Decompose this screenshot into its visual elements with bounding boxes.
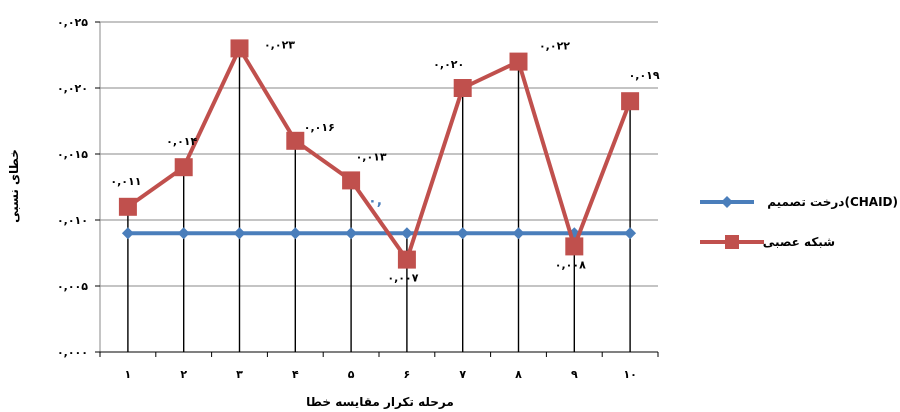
data-point [509, 52, 528, 71]
y-tick-label: ۰,۰۱۰ [57, 214, 88, 227]
data-label: ۰,۰۱۴ [166, 135, 197, 148]
x-axis-tick-labels: ۱ ۲ ۳ ۴ ۵ ۶ ۷ ۸ ۹ ۱۰ [125, 368, 637, 381]
legend-item-chaid: درخت تصمیم(CHAID) [700, 195, 898, 209]
data-point [512, 227, 525, 240]
legend-label-nn: شبکه عصبی [763, 235, 835, 249]
y-axis-tick-labels: ۰,۰۰۰ ۰,۰۰۵ ۰,۰۱۰ ۰,۰۱۵ ۰,۰۲۰ ۰,۰۲۵ [57, 16, 100, 359]
data-point [621, 92, 640, 111]
data-point [453, 79, 472, 97]
x-tick-label: ۷ [459, 368, 466, 381]
data-point [230, 39, 249, 58]
data-label: ۰,۰۱۶ [304, 121, 335, 134]
data-label: ۰,۰۱۱ [110, 175, 141, 188]
x-tick-label: ۵ [348, 368, 355, 381]
data-point [121, 227, 134, 240]
y-tick-label: ۰,۰۰۰ [57, 346, 88, 359]
y-tick-label: ۰,۰۲۵ [57, 16, 88, 29]
legend-label-chaid: درخت تصمیم(CHAID) [767, 195, 898, 209]
data-point [289, 227, 302, 240]
data-label: ۰,۰۰۸ [555, 258, 586, 271]
x-tick-label: ۴ [292, 368, 299, 381]
data-point [233, 227, 246, 240]
data-label: ۰,۰۱۳ [356, 150, 387, 163]
x-tick-label: ۱ [125, 368, 132, 381]
data-point [286, 131, 305, 150]
x-axis-title: مرحله تکرار مقایسه خطا [306, 395, 454, 409]
x-tick-label: ۸ [515, 368, 522, 381]
y-tick-label: ۰,۰۲۰ [57, 82, 88, 95]
x-tick-label: ۱۰ [623, 368, 636, 381]
x-tick-label: ۶ [404, 368, 411, 381]
data-label: ۰, [368, 193, 382, 209]
y-tick-label: ۰,۰۱۵ [57, 148, 88, 161]
y-tick-label: ۰,۰۰۵ [57, 280, 88, 293]
data-point [400, 227, 413, 240]
data-point [397, 250, 416, 269]
x-tick-label: ۹ [571, 368, 578, 381]
legend-item-nn: شبکه عصبی [700, 235, 835, 249]
series-line [126, 46, 632, 262]
data-label: ۰,۰۲۲ [539, 40, 570, 53]
data-point [177, 227, 190, 240]
data-label: ۰,۰۰۷ [387, 272, 418, 285]
legend-marker-chaid [721, 196, 733, 208]
legend: درخت تصمیم(CHAID) شبکه عصبی [700, 195, 898, 249]
x-tick-label: ۲ [180, 368, 187, 381]
series-group [118, 39, 640, 269]
legend-marker-nn [725, 235, 739, 249]
data-labels: ۰,۰۱۱ ۰,۰۱۴ ۰,۰۲۳ ۰,۰۱۶ ۰,۰۱۳ ۰,۰۰۷ ۰,۰۲۰ ۰,۰۲۲… [110, 38, 660, 284]
data-point [624, 227, 637, 240]
data-point [565, 237, 584, 256]
data-point [342, 171, 361, 190]
y-axis-title: خطای نسبی [7, 149, 21, 223]
data-point [345, 227, 358, 240]
data-point [456, 227, 469, 240]
data-label: ۰,۰۲۳ [264, 38, 295, 51]
x-axis [99, 22, 659, 357]
data-label: ۰,۰۱۹ [629, 69, 660, 82]
x-tick-label: ۳ [236, 368, 243, 381]
data-point [174, 158, 193, 177]
data-point [118, 197, 137, 216]
data-label: ۰,۰۲۰ [433, 58, 464, 71]
